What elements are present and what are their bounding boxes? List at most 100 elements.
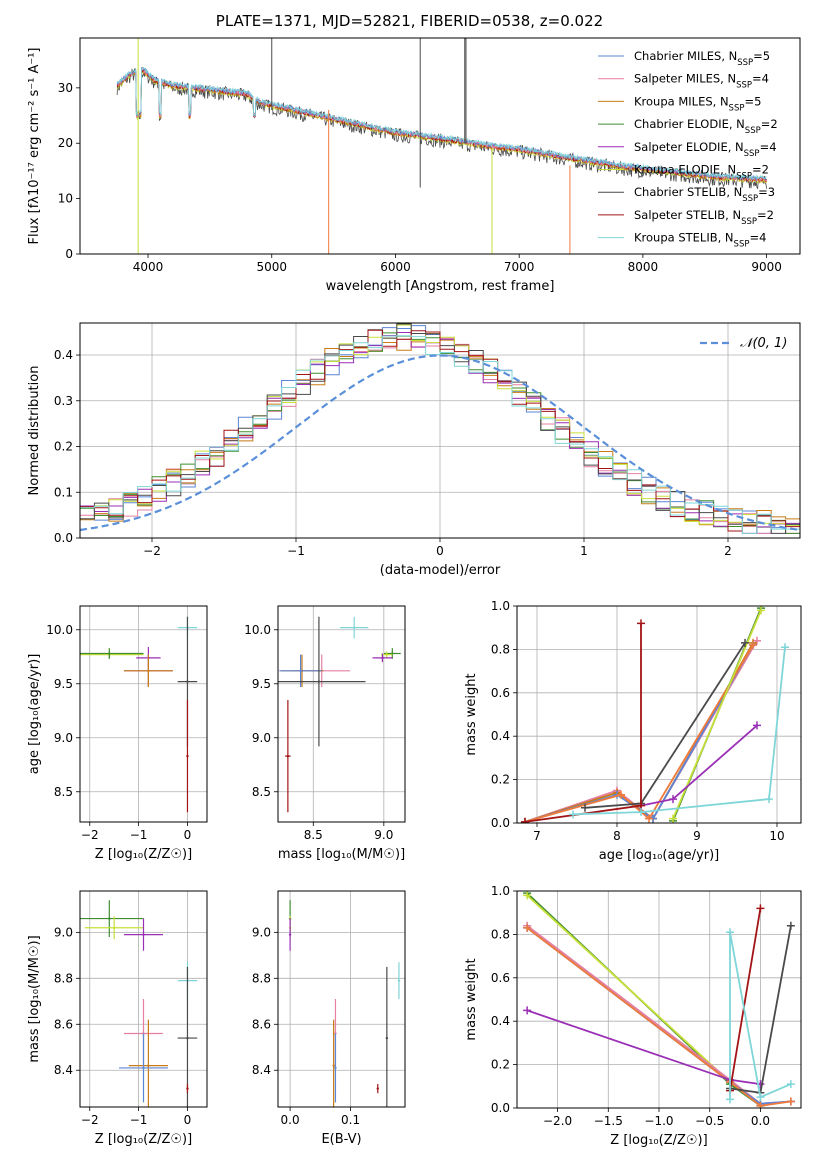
y-tick-label: 9.5 — [54, 677, 73, 691]
weight-marker-salpeter-elodie — [669, 795, 677, 804]
point-chabrier-miles — [142, 1066, 145, 1070]
x-axis-label: wavelength [Angstrom, rest frame] — [326, 279, 555, 294]
axes-frame — [79, 890, 208, 1108]
y-tick-label: 0.0 — [54, 531, 73, 545]
panel-weight-vs-age: 7 8 9 10 0.0 0.2 0.4 0.6 0.8 1.0 age [log₁₀(age/yr… — [464, 599, 802, 863]
y-tick-label: 0.4 — [491, 1014, 510, 1028]
point-kroupa-miles — [147, 669, 150, 672]
weight-marker-salpeter-miles-bright — [617, 790, 625, 799]
x-tick-label: 4000 — [133, 260, 164, 274]
point-kroupa-miles — [147, 1064, 150, 1067]
x-tick-label: 8 — [613, 829, 621, 843]
plot-area-mass-vs-EBV — [288, 900, 401, 1107]
x-axis-label: E(B-V) — [321, 1132, 361, 1147]
legend-label-kroupa-miles: Kroupa MILES, NSSP=5 — [634, 94, 761, 113]
y-tick-label: 8.4 — [54, 1063, 73, 1077]
weight-line-salpeter-stelib — [729, 908, 762, 1091]
y-tick-label: 9.0 — [54, 925, 73, 939]
y-axis-label: Normed distribution — [27, 366, 42, 496]
y-tick-label: 10.0 — [244, 623, 271, 637]
weight-marker-kroupa-elodie — [523, 891, 532, 900]
panel-age-vs-Z: −2 −1 0 8.5 9.0 9.5 10.0 Z [log₁₀(Z/Z☉)] age [lo… — [27, 605, 208, 862]
point-chabrier-stelib — [186, 1036, 189, 1040]
x-axis-label: age [log₁₀(age/yr)] — [599, 848, 720, 863]
x-tick-label: 2 — [724, 544, 732, 558]
point-salpeter-stelib — [186, 754, 189, 758]
axes-frame — [516, 890, 802, 1109]
weight-marker-kroupa-stelib — [781, 643, 789, 652]
point-salpeter-stelib — [186, 1087, 189, 1090]
plot-area-age-vs-mass — [278, 616, 401, 813]
plot-area-mass-vs-Z — [80, 900, 198, 1107]
x-tick-label: −2 — [81, 828, 99, 842]
y-tick-label: 8.8 — [54, 971, 73, 985]
x-tick-label: 0.1 — [341, 1113, 360, 1127]
weight-line-chabrier-miles — [524, 644, 754, 823]
legend-label-kroupa-elodie: Kroupa ELODIE, NSSP=2 — [634, 163, 769, 182]
y-tick-label: 9.0 — [252, 925, 271, 939]
axes-frame — [79, 322, 801, 539]
legend-label-salpeter-elodie: Salpeter ELODIE, NSSP=4 — [634, 140, 777, 159]
panel-residuals: −2 −1 0 1 2 0.0 0.1 0.2 0.3 0.4 (data-model)/error… — [27, 322, 801, 578]
x-tick-label: 0 — [436, 544, 444, 558]
plot-area-spectrum — [116, 38, 767, 254]
weight-marker-salpeter-elodie — [753, 721, 761, 730]
weight-line-kroupa-miles — [524, 642, 754, 823]
histogram-chabrier-miles — [80, 325, 800, 534]
point-salpeter-elodie — [381, 656, 384, 660]
y-tick-label: 8.4 — [252, 1063, 271, 1077]
x-tick-label: 0.0 — [281, 1113, 300, 1127]
x-tick-label: 0 — [184, 828, 192, 842]
weight-marker-kroupa-elodie — [757, 606, 765, 615]
weight-marker-kroupa-stelib — [765, 795, 773, 804]
point-chabrier-elodie — [108, 652, 111, 655]
x-axis-label: Z [log₁₀(Z/Z☉)] — [95, 1132, 192, 1147]
point-kroupa-stelib — [353, 626, 356, 629]
weight-marker-salpeter-elodie — [523, 1006, 532, 1015]
weight-line-kroupa-elodie — [526, 894, 761, 1105]
legend-label-chabrier-miles: Chabrier MILES, NSSP=5 — [634, 49, 770, 68]
x-tick-label: 1 — [580, 544, 588, 558]
legend-label-salpeter-stelib: Salpeter STELIB, NSSP=2 — [634, 208, 774, 227]
plot-area-weight-vs-age — [521, 606, 789, 823]
weight-line-kroupa-stelib — [572, 647, 786, 816]
x-tick-label: −2 — [143, 544, 161, 558]
plot-area-weight-vs-Z — [523, 891, 795, 1108]
y-tick-label: 9.5 — [252, 677, 271, 691]
y-tick-label: 10.0 — [46, 623, 73, 637]
point-kroupa-elodie — [112, 926, 116, 929]
point-chabrier-stelib — [186, 680, 189, 683]
plot-area-residuals — [80, 323, 800, 534]
weight-line-salpeter-miles-bright — [526, 927, 792, 1107]
x-tick-label: −0.5 — [695, 1114, 724, 1128]
x-tick-label: −2.0 — [543, 1114, 572, 1128]
legend-label-chabrier-elodie: Chabrier ELODIE, NSSP=2 — [634, 117, 778, 136]
point-chabrier-elodie — [108, 917, 111, 920]
legend-label-kroupa-stelib: Kroupa STELIB, NSSP=4 — [634, 231, 766, 250]
axes-frame — [79, 37, 801, 255]
weight-marker-kroupa-elodie — [669, 814, 677, 823]
y-tick-label: 8.5 — [252, 785, 271, 799]
weight-marker-salpeter-miles-bright — [523, 923, 532, 932]
axes-frame — [79, 605, 208, 823]
y-tick-label: 0 — [65, 247, 73, 261]
legend-label-chabrier-stelib: Chabrier STELIB, NSSP=3 — [634, 185, 775, 204]
axes-frame — [516, 605, 802, 824]
weight-marker-chabrier-stelib — [581, 803, 589, 812]
normal-reference-curve — [80, 354, 800, 532]
panel-weight-vs-Z: −2.0 −1.5 −1.0 −0.5 0.0 0.0 0.2 0.4 0.6 0.8 1.0 Z [… — [464, 884, 802, 1148]
x-axis-label: Z [log₁₀(Z/Z☉)] — [95, 847, 192, 862]
point-salpeter-elodie — [288, 933, 292, 936]
spectrum-line-kroupa-stelib — [116, 66, 767, 180]
weight-marker-kroupa-stelib — [569, 810, 577, 819]
point-salpeter-elodie — [142, 933, 145, 936]
x-tick-label: −1 — [130, 1113, 148, 1127]
y-tick-label: 8.6 — [54, 1017, 73, 1031]
x-tick-label: 0.0 — [751, 1114, 770, 1128]
figure-title: PLATE=1371, MJD=52821, FIBERID=0538, z=0… — [215, 12, 604, 30]
panel-mass-vs-Z: −2 −1 0 8.4 8.6 8.8 9.0 Z [log₁₀(Z/Z☉)] mass [lo… — [27, 890, 208, 1147]
x-tick-label: 9 — [693, 829, 701, 843]
point-chabrier-stelib — [317, 680, 321, 683]
weight-marker-salpeter-stelib — [756, 904, 765, 913]
